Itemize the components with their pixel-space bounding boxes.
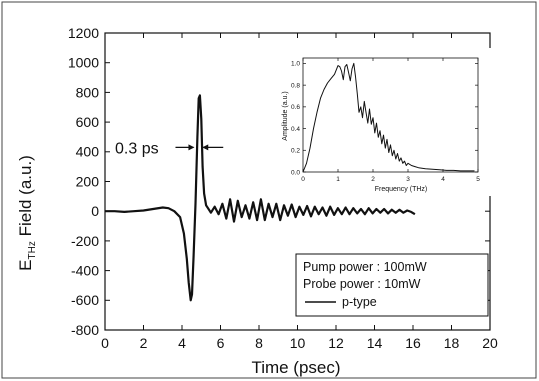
inset-background [268,48,510,196]
y-label-subscript: THz [27,241,38,259]
main-x-tick-label: 16 [405,335,421,351]
main-y-tick-label: -200 [71,233,99,249]
inset-y-tick-label: 1.0 [291,61,300,68]
inset-plot: 0 1 2 3 4 5 0.0 0.2 0.4 0.6 0.8 1.0 Frequency (THz)… [268,48,510,196]
main-x-tick-label: 0 [101,335,109,351]
main-series-line-0 [105,94,416,302]
inset-x-tick-label: 3 [406,176,410,183]
inset-x-tick-label: 1 [336,176,340,183]
inset-y-tick-label: 0.8 [291,82,300,89]
main-x-tick-label: 18 [444,335,460,351]
main-plot: 0 2 4 6 8 10 12 14 16 18 20-800-600-400-2000200400… [16,25,498,377]
legend-line-pump: Pump power : 100mW [303,260,427,274]
main-y-tick-label: -800 [71,322,99,338]
y-label-main: E [16,259,35,270]
inset-series-line-0 [302,62,475,173]
main-x-tick-label: 12 [328,335,344,351]
y-label-rest: Field (a.u.) [16,155,35,241]
main-y-axis-label: ETHz Field (a.u.) [16,155,38,271]
main-y-tick-label: 600 [76,114,100,130]
inset-y-tick-label: 0.4 [291,126,300,133]
inset-x-tick-label: 4 [441,176,445,183]
inset-y-tick-label: 0.0 [291,169,300,176]
main-x-axis-label: Time (psec) [251,358,340,377]
inset-x-tick-label: 5 [476,176,480,183]
pulse-width-annotation: 0.3 ps [115,140,224,157]
inset-ticks: 0 1 2 3 4 5 0.0 0.2 0.4 0.6 0.8 1.0 [291,58,480,183]
main-y-tick-label: 1200 [68,25,99,41]
legend-box [295,253,489,317]
inset-x-tick-label: 2 [371,176,375,183]
main-y-tick-label: -600 [71,292,99,308]
main-y-tick-label: 800 [76,84,100,100]
main-y-tick-label: 0 [91,203,99,219]
annotation-arrowhead-left [188,144,195,151]
inset-series [302,62,475,173]
legend: Pump power : 100mW Probe power : 10mW p-… [295,253,489,317]
legend-series-label: p-type [342,295,377,309]
inset-y-tick-label: 0.6 [291,104,300,111]
main-series [105,94,416,302]
main-y-tick-label: 400 [76,144,100,160]
main-x-tick-label: 6 [217,335,225,351]
main-x-tick-label: 8 [255,335,263,351]
inset-y-tick-label: 0.2 [291,148,300,155]
main-y-tick-label: 200 [76,173,100,189]
main-x-tick-label: 2 [140,335,148,351]
main-x-tick-label: 10 [290,335,306,351]
main-y-tick-label: -400 [71,263,99,279]
inset-axes [302,57,479,173]
main-x-tick-label: 4 [178,335,186,351]
main-x-tick-label: 14 [367,335,383,351]
inset-x-axis-label: Frequency (THz) [375,186,428,193]
main-x-tick-label: 20 [482,335,498,351]
annotation-arrowhead-right [202,144,209,151]
main-y-tick-label: 1000 [68,55,99,71]
inset-x-tick-label: 0 [301,176,305,183]
inset-y-axis-label: Amplitude (a.u.) [282,91,289,140]
legend-line-probe: Probe power : 10mW [303,277,421,291]
annotation-label: 0.3 ps [115,140,159,157]
inset-frame [302,57,479,173]
main-ticks: 0 2 4 6 8 10 12 14 16 18 20-800-600-400-2000200400… [68,25,498,351]
